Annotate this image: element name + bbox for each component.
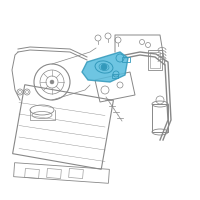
Bar [152,104,168,132]
Bar [14,163,109,183]
Bar [13,85,113,169]
Bar [25,169,39,178]
Bar [69,169,83,178]
Circle shape [50,80,54,84]
Bar [122,57,130,62]
Bar [47,169,61,178]
Bar [148,50,162,70]
Bar [150,52,160,68]
Circle shape [101,64,107,70]
Bar [112,74,118,78]
Polygon shape [82,52,128,82]
